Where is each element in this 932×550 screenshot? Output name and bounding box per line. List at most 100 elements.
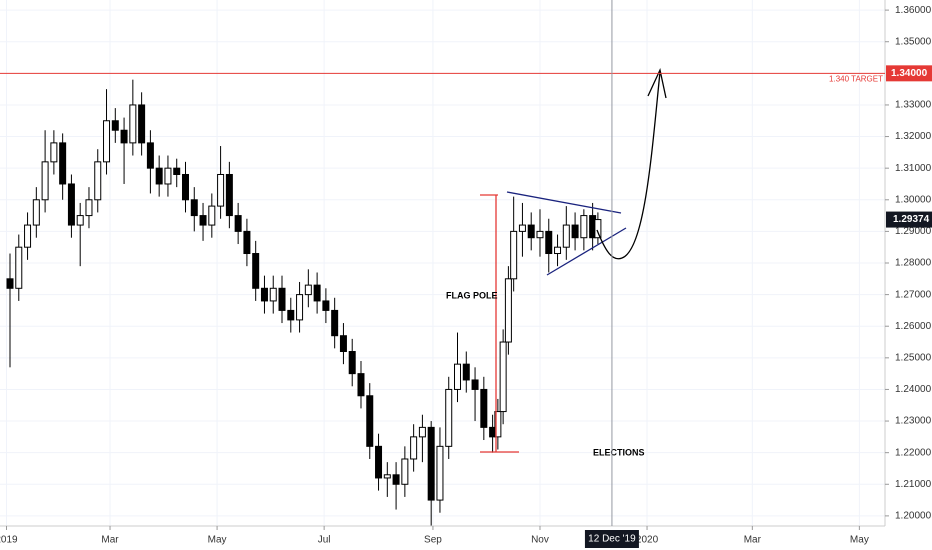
- x-tick-label: Nov: [531, 535, 549, 546]
- candle-body: [155, 167, 163, 185]
- candle-body: [287, 309, 295, 321]
- x-tick-label: May: [208, 535, 227, 546]
- candle-body: [427, 426, 435, 501]
- candle-body: [85, 199, 93, 217]
- last-price-tag: [886, 211, 932, 228]
- y-tick-label: 1.32000: [895, 131, 932, 142]
- candle-body: [366, 395, 374, 447]
- candle-body: [418, 426, 426, 438]
- candle-body: [217, 173, 225, 207]
- crosshair-label: 12 Dec '19: [588, 534, 636, 545]
- y-tick-label: 1.28000: [895, 258, 932, 269]
- y-tick-label: 1.26000: [895, 321, 932, 332]
- candle-body: [594, 219, 602, 239]
- candle-body: [76, 215, 84, 226]
- candle-body: [208, 205, 216, 226]
- candle-body: [401, 458, 409, 485]
- candle-body: [129, 104, 137, 144]
- y-tick-label: 1.25000: [895, 352, 932, 363]
- candle-body: [146, 142, 154, 169]
- candle-body: [454, 363, 462, 390]
- candle-body: [225, 173, 233, 217]
- candle-body: [6, 278, 14, 289]
- candle-body: [554, 246, 562, 255]
- pennant-lower: [546, 227, 627, 276]
- candle-body: [32, 199, 40, 226]
- candle-body: [252, 253, 260, 289]
- projection-arrowhead: [647, 67, 667, 99]
- y-tick-label: 1.24000: [895, 384, 932, 395]
- candle-body: [50, 142, 58, 163]
- candle-body: [339, 335, 347, 353]
- candle-body: [375, 445, 383, 479]
- candle-body: [199, 215, 207, 226]
- candle-body: [518, 224, 526, 232]
- candle-body: [243, 230, 251, 255]
- candle-body: [304, 284, 312, 296]
- y-tick-label: 1.23000: [895, 416, 932, 427]
- y-tick-label: 1.27000: [895, 289, 932, 300]
- elections-label: ELECTIONS: [593, 447, 645, 457]
- candle-body: [103, 120, 111, 163]
- candle-body: [580, 215, 588, 239]
- y-tick-label: 1.21000: [895, 479, 932, 490]
- candle-body: [445, 388, 453, 447]
- candle-body: [296, 294, 304, 321]
- projection-curve: [596, 71, 661, 260]
- target-tag: [886, 65, 932, 82]
- candles: [6, 79, 602, 526]
- x-tick-label: 2019: [0, 535, 18, 546]
- candle-body: [545, 230, 553, 255]
- candle-body: [571, 224, 579, 239]
- y-tick-label: 1.31000: [895, 163, 932, 174]
- candle-body: [499, 341, 507, 413]
- y-tick-label: 1.33000: [895, 100, 932, 111]
- candle-body: [234, 215, 242, 232]
- candle-body: [392, 474, 400, 485]
- candle-body: [480, 388, 488, 428]
- target-tag-label: 1.34000: [891, 68, 928, 79]
- last-price-label: 1.29374: [893, 214, 930, 225]
- candle-body: [504, 278, 512, 343]
- candle-body: [383, 474, 391, 479]
- candle-body: [173, 167, 181, 175]
- candle-body: [41, 161, 49, 201]
- candle-body: [138, 104, 146, 144]
- candle-body: [94, 161, 102, 201]
- x-tick-label: May: [850, 535, 869, 546]
- x-tick-label: Mar: [101, 535, 119, 546]
- candle-body: [462, 363, 470, 381]
- candle-body: [471, 379, 479, 390]
- candle-body: [190, 199, 198, 217]
- candle-body: [322, 300, 330, 311]
- candle-body: [562, 224, 570, 248]
- candle-body: [164, 167, 172, 185]
- candle-body: [348, 351, 356, 375]
- candle-body: [357, 373, 365, 397]
- candle-body: [536, 230, 544, 239]
- candle-body: [260, 287, 268, 302]
- x-tick-label: 2020: [636, 535, 659, 546]
- y-tick-label: 1.22000: [895, 447, 932, 458]
- candle-body: [510, 230, 518, 280]
- candle-body: [24, 224, 32, 248]
- candle-body: [269, 287, 277, 302]
- candle-body: [410, 436, 418, 460]
- crosshair-tag: [584, 530, 639, 548]
- y-tick-label: 1.20000: [895, 511, 932, 522]
- pennant-upper: [506, 191, 622, 214]
- y-tick-label: 1.36000: [895, 5, 932, 16]
- candle-body: [331, 309, 339, 337]
- candle-body: [111, 120, 119, 131]
- x-tick-label: Jul: [318, 535, 331, 546]
- y-tick-label: 1.30000: [895, 194, 932, 205]
- candle-body: [527, 224, 535, 239]
- y-tick-label: 1.35000: [895, 36, 932, 47]
- candle-body: [494, 411, 502, 438]
- candle-body: [278, 287, 286, 311]
- candle-body: [313, 284, 321, 302]
- candle-body: [120, 129, 128, 144]
